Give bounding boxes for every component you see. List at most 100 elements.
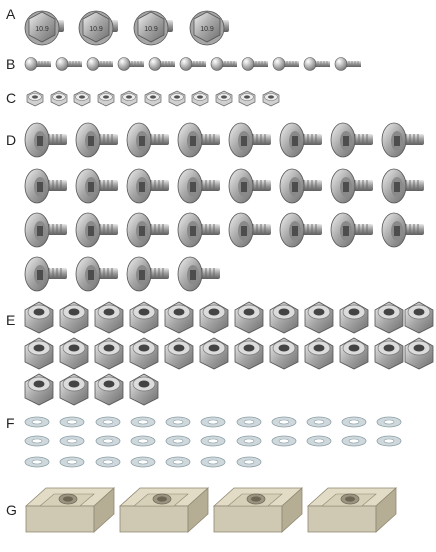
t-slot-nut-icon <box>306 484 398 536</box>
t-slot-nut-icon <box>118 484 210 536</box>
row-label-g: G <box>6 502 17 518</box>
button-head-screw-icon <box>210 57 238 71</box>
nylon-lock-nut-large-icon <box>268 336 300 370</box>
flat-washer-icon <box>95 416 121 428</box>
nylon-lock-nut-large-icon <box>403 336 435 370</box>
flat-washer-icon <box>24 456 50 468</box>
row-label-e: E <box>6 312 16 328</box>
row-label-b: B <box>6 56 16 72</box>
nylon-lock-nut-small-icon <box>190 90 210 107</box>
flat-head-bolt-icon <box>23 166 69 206</box>
flat-washer-icon <box>165 416 191 428</box>
flat-washer-icon <box>95 456 121 468</box>
t-slot-nut-icon <box>24 484 116 536</box>
nylon-lock-nut-large-icon <box>23 372 55 406</box>
flat-head-bolt-icon <box>278 166 324 206</box>
flat-head-bolt-icon <box>23 254 69 294</box>
button-head-screw-icon <box>117 57 145 71</box>
nylon-lock-nut-large-icon <box>198 336 230 370</box>
flat-washer-icon <box>130 435 156 447</box>
flat-washer-icon <box>59 435 85 447</box>
head-marking: 10.9 <box>200 26 214 33</box>
flat-head-bolt-icon <box>125 166 171 206</box>
flat-head-bolt-icon <box>227 210 273 250</box>
flat-head-bolt-icon <box>176 210 222 250</box>
flange-hex-bolt-icon: 10.9 <box>76 6 120 46</box>
flat-head-bolt-icon <box>176 120 222 160</box>
flat-washer-icon <box>200 416 226 428</box>
flat-head-bolt-icon <box>23 120 69 160</box>
nylon-lock-nut-large-icon <box>198 300 230 334</box>
flat-washer-icon <box>341 435 367 447</box>
flat-washer-icon <box>306 416 332 428</box>
flat-head-bolt-icon <box>278 120 324 160</box>
flat-head-bolt-icon <box>125 120 171 160</box>
flat-washer-icon <box>376 435 402 447</box>
flat-head-bolt-icon <box>74 120 120 160</box>
flat-washer-icon <box>59 416 85 428</box>
flat-washer-icon <box>165 456 191 468</box>
nylon-lock-nut-small-icon <box>96 90 116 107</box>
flat-washer-icon <box>341 416 367 428</box>
nylon-lock-nut-small-icon <box>49 90 69 107</box>
t-slot-nut-icon <box>212 484 304 536</box>
flange-hex-bolt-icon: 10.9 <box>187 6 231 46</box>
nylon-lock-nut-large-icon <box>128 300 160 334</box>
nylon-lock-nut-large-icon <box>58 300 90 334</box>
nylon-lock-nut-small-icon <box>214 90 234 107</box>
nylon-lock-nut-large-icon <box>58 372 90 406</box>
button-head-screw-icon <box>24 57 52 71</box>
button-head-screw-icon <box>86 57 114 71</box>
nylon-lock-nut-large-icon <box>303 336 335 370</box>
flat-head-bolt-icon <box>329 210 375 250</box>
flat-washer-icon <box>24 416 50 428</box>
flat-head-bolt-icon <box>380 120 426 160</box>
flat-head-bolt-icon <box>380 210 426 250</box>
button-head-screw-icon <box>303 57 331 71</box>
flat-head-bolt-icon <box>380 166 426 206</box>
button-head-screw-icon <box>334 57 362 71</box>
flat-head-bolt-icon <box>329 166 375 206</box>
button-head-screw-icon <box>148 57 176 71</box>
flat-head-bolt-icon <box>176 254 222 294</box>
flat-washer-icon <box>165 435 191 447</box>
flat-head-bolt-icon <box>227 166 273 206</box>
flat-washer-icon <box>271 435 297 447</box>
nylon-lock-nut-small-icon <box>261 90 281 107</box>
head-marking: 10.9 <box>89 26 103 33</box>
flange-hex-bolt-icon: 10.9 <box>22 6 66 46</box>
nylon-lock-nut-small-icon <box>119 90 139 107</box>
nylon-lock-nut-large-icon <box>233 300 265 334</box>
nylon-lock-nut-large-icon <box>23 300 55 334</box>
flat-washer-icon <box>130 416 156 428</box>
nylon-lock-nut-large-icon <box>93 372 125 406</box>
button-head-screw-icon <box>55 57 83 71</box>
head-marking: 10.9 <box>35 26 49 33</box>
flat-washer-icon <box>306 435 332 447</box>
flat-head-bolt-icon <box>74 166 120 206</box>
flat-head-bolt-icon <box>176 166 222 206</box>
nylon-lock-nut-small-icon <box>143 90 163 107</box>
flat-washer-icon <box>130 456 156 468</box>
flat-head-bolt-icon <box>278 210 324 250</box>
nylon-lock-nut-large-icon <box>268 300 300 334</box>
flat-washer-icon <box>24 435 50 447</box>
flat-washer-icon <box>236 435 262 447</box>
flat-head-bolt-icon <box>23 210 69 250</box>
nylon-lock-nut-large-icon <box>163 336 195 370</box>
row-label-a: A <box>6 6 16 22</box>
nylon-lock-nut-large-icon <box>58 336 90 370</box>
row-label-c: C <box>6 90 17 106</box>
nylon-lock-nut-large-icon <box>373 300 405 334</box>
flat-washer-icon <box>200 456 226 468</box>
nylon-lock-nut-large-icon <box>233 336 265 370</box>
button-head-screw-icon <box>241 57 269 71</box>
nylon-lock-nut-small-icon <box>167 90 187 107</box>
flat-washer-icon <box>236 456 262 468</box>
nylon-lock-nut-large-icon <box>373 336 405 370</box>
nylon-lock-nut-small-icon <box>25 90 45 107</box>
button-head-screw-icon <box>179 57 207 71</box>
flat-head-bolt-icon <box>125 210 171 250</box>
flat-washer-icon <box>95 435 121 447</box>
nylon-lock-nut-large-icon <box>23 336 55 370</box>
